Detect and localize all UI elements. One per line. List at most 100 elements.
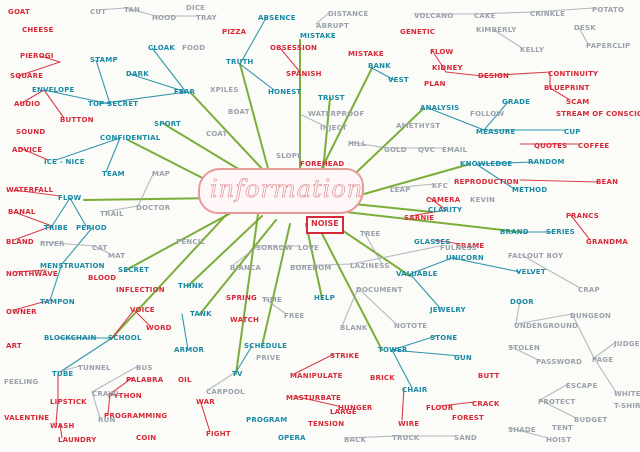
- word-judge: JUDGE: [614, 340, 640, 348]
- word-schedule: SCHEDULE: [244, 342, 288, 350]
- word-fulness: FULNESS: [440, 244, 477, 252]
- word-waterfall: WATERFALL: [6, 186, 54, 194]
- connector-line: [483, 101, 509, 131]
- word-bean: BEAN: [596, 178, 619, 186]
- connector-line: [101, 205, 139, 213]
- word-prive: PRIVE: [256, 354, 281, 362]
- word-protect: PROTECT: [538, 398, 576, 406]
- word-tshirt: T-SHIRT: [614, 402, 640, 410]
- connector-line: [69, 197, 87, 227]
- word-tan: TAN: [124, 6, 141, 14]
- word-tree: TREE: [360, 230, 381, 238]
- word-feeling: FEELING: [4, 378, 39, 386]
- word-python: PYTHON: [108, 392, 142, 400]
- connector-line: [349, 141, 387, 149]
- word-think: THINK: [178, 282, 204, 290]
- word-watch: WATCH: [230, 316, 260, 324]
- word-square: SQUARE: [10, 72, 44, 80]
- connector-line: [235, 345, 253, 373]
- connector-line: [111, 199, 241, 339]
- word-reproduction: REPRODUCTION: [454, 178, 519, 186]
- word-grandma: GRANDMA: [586, 238, 629, 246]
- word-absence: ABSENCE: [258, 14, 296, 22]
- word-kelly: KELLY: [520, 46, 545, 54]
- connector-line: [111, 309, 135, 339]
- connector-line: [431, 49, 447, 73]
- word-notote: NOTOTE: [394, 322, 428, 330]
- word-masturbate: MASTURBATE: [286, 394, 342, 402]
- word-tribe: TRIBE: [44, 224, 68, 232]
- word-spring: SPRING: [226, 294, 257, 302]
- word-waterproof: WATERPROOF: [308, 110, 365, 118]
- word-plan: PLAN: [424, 80, 446, 88]
- connector-line: [445, 71, 483, 77]
- connector-line: [409, 209, 447, 217]
- word-crap: CRAP: [578, 286, 600, 294]
- word-program: PROGRAM: [246, 416, 288, 424]
- word-coin: COIN: [136, 434, 157, 442]
- word-tube: TUBE: [52, 370, 74, 378]
- word-feet: PENCIL: [176, 238, 206, 246]
- connector-line: [433, 239, 461, 245]
- connector-line: [207, 371, 237, 391]
- connector-line: [235, 213, 259, 375]
- connector-line: [187, 215, 263, 287]
- word-sound: SOUND: [16, 128, 46, 136]
- connector-line: [475, 161, 535, 165]
- word-password: PASSWORD: [536, 358, 583, 366]
- word-manipulate: MANIPULATE: [290, 372, 343, 380]
- connector-line: [279, 47, 301, 73]
- connector-line: [315, 11, 331, 25]
- word-follow: FOLLOW: [470, 110, 505, 118]
- word-genetic: GENETIC: [400, 28, 436, 36]
- word-door: DOOR: [510, 298, 534, 306]
- word-jewelry: JEWELRY: [430, 306, 466, 314]
- word-boat: BOAT: [228, 108, 250, 116]
- word-blood: BLOOD: [88, 274, 117, 282]
- word-design: DESIGN: [478, 72, 510, 80]
- word-budget: BUDGET: [574, 416, 608, 424]
- connector-line: [409, 273, 441, 309]
- word-tunnel: TUNNEL: [78, 364, 111, 372]
- connector-line: [593, 341, 617, 359]
- connector-line: [17, 61, 61, 77]
- word-oil: OIL: [178, 376, 192, 384]
- word-obsession: OBSESSION: [270, 44, 318, 52]
- word-truth: TRUTH: [226, 58, 254, 66]
- word-francs: FRANCS: [566, 212, 599, 220]
- word-sorrow: SORROW: [256, 244, 293, 252]
- connector-line: [317, 225, 383, 351]
- word-map: MAP: [152, 170, 171, 178]
- word-desk: DESK: [574, 24, 596, 32]
- connector-line: [261, 223, 291, 347]
- word-palabra: PALABRA: [126, 376, 164, 384]
- word-banal: BANAL: [8, 208, 36, 216]
- word-grade: GRADE: [502, 98, 531, 106]
- word-brick: BRICK: [370, 374, 395, 382]
- word-word: WORD: [146, 324, 172, 332]
- connector-line: [371, 67, 395, 81]
- center-word-bubble: information: [198, 168, 364, 214]
- connector-line: [263, 297, 287, 315]
- word-valentine: VALENTINE: [4, 414, 50, 422]
- connector-line: [391, 335, 437, 351]
- connector-line: [593, 357, 617, 393]
- word-menstruation: MENSTRUATION: [40, 262, 105, 270]
- word-love: LOVE: [298, 244, 319, 252]
- connector-line: [299, 113, 325, 127]
- word-volcano: VOLCANO: [414, 12, 454, 20]
- word-doctor: DOCTOR: [136, 204, 171, 212]
- connector-line: [539, 399, 577, 419]
- word-secret: SECRET: [118, 266, 150, 274]
- connector-line: [91, 391, 101, 419]
- word-top-secret: TOP SECRET: [88, 100, 139, 108]
- word-tension: TENSION: [308, 420, 345, 428]
- word-gun: GUN: [454, 354, 472, 362]
- connector-line: [391, 183, 435, 189]
- connector-line: [59, 423, 63, 439]
- word-pierogi: PIEROGI: [20, 52, 54, 60]
- word-floor: FLOOR: [426, 404, 454, 412]
- connector-line: [105, 137, 121, 173]
- connector-line: [13, 299, 51, 311]
- connector-line: [125, 7, 157, 17]
